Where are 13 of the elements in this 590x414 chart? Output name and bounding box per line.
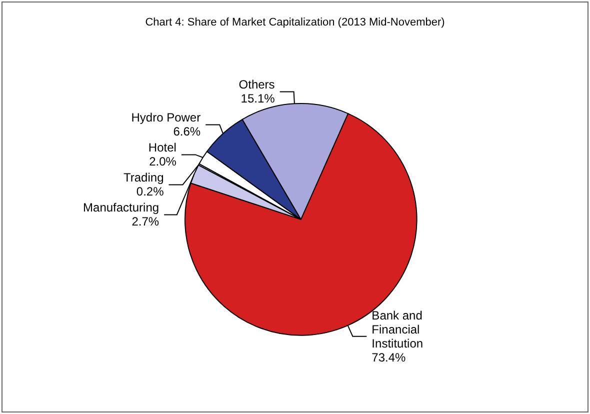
slice-label: Trading [124, 170, 164, 185]
data-label: 73.4% [372, 350, 406, 364]
slice-label: Others [238, 78, 275, 92]
data-label: 2.0% [149, 154, 177, 169]
data-label: 0.2% [136, 184, 164, 199]
data-label: 2.7% [132, 214, 160, 229]
data-label: 6.6% [173, 124, 201, 139]
chart-title: Chart 4: Share of Market Capitalization (2013 Mid-November) [145, 16, 445, 28]
slice-label: Hydro Power [131, 110, 201, 125]
slice-label: Hotel [148, 140, 176, 155]
data-label: 15.1% [240, 92, 276, 106]
slice-label: Manufacturing [83, 200, 160, 215]
slice-label: Bank and Financial Institution [372, 308, 426, 350]
